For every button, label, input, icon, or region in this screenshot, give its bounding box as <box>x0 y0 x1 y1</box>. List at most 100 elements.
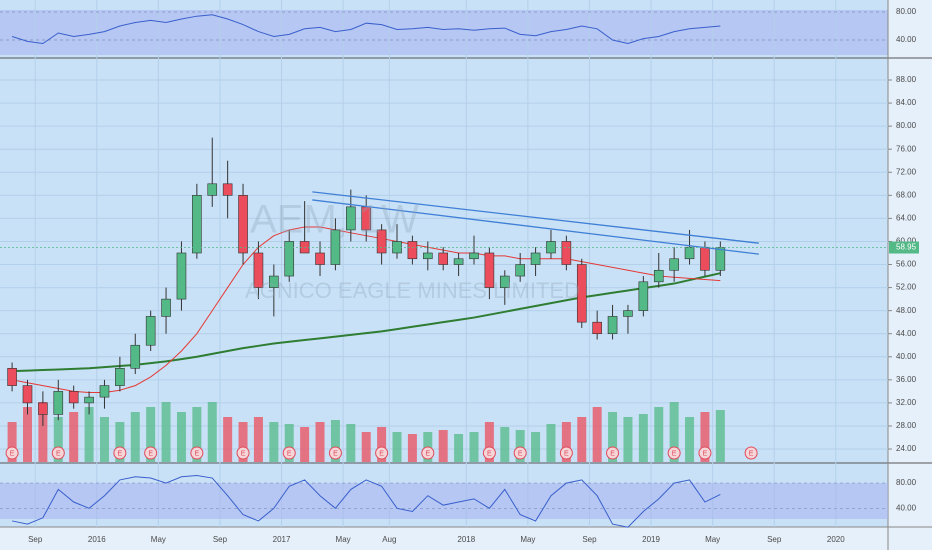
earnings-label: E <box>333 450 338 457</box>
volume-bar <box>330 420 340 462</box>
y-tick-label: 32.00 <box>896 398 917 407</box>
earnings-label: E <box>118 450 123 457</box>
earnings-marker <box>667 446 681 460</box>
earnings-label: E <box>195 450 200 457</box>
volume-bar <box>161 402 171 462</box>
candle-body <box>530 252 541 265</box>
candle-body <box>700 246 710 271</box>
earnings-marker <box>698 446 712 460</box>
volume-bar <box>300 427 310 462</box>
rsi-line <box>11 14 721 45</box>
earnings-marker <box>282 446 296 460</box>
volume-bar <box>392 432 402 462</box>
volume-bar <box>669 402 679 462</box>
earnings-label: E <box>749 450 754 457</box>
x-tick-label: May <box>336 535 351 544</box>
y-tick-label: 64.00 <box>896 213 917 222</box>
y-tick-label: 36.00 <box>896 375 917 384</box>
earnings-marker <box>482 446 496 460</box>
volume-bar <box>623 417 633 462</box>
candle-body <box>715 247 726 271</box>
volume-bar <box>469 432 479 462</box>
candle-body <box>653 269 664 283</box>
x-tick-label: 2018 <box>457 535 475 544</box>
y-tick-label: 52.00 <box>896 283 917 292</box>
moving-average <box>12 272 721 373</box>
candle-body <box>499 275 510 288</box>
candle-body <box>269 275 279 288</box>
rsi-tick-label: 80.00 <box>896 7 917 16</box>
candle-body <box>161 298 171 317</box>
earnings-marker <box>421 446 435 460</box>
y-tick-label: 28.00 <box>896 421 917 430</box>
earnings-label: E <box>487 450 492 457</box>
earnings-marker <box>744 446 758 460</box>
volume-bar <box>638 414 648 462</box>
volume-bar <box>577 417 587 462</box>
earnings-marker <box>190 446 204 460</box>
watermark-symbol: AEM, 1W <box>250 198 419 242</box>
candle-body <box>84 396 94 404</box>
earnings-marker <box>236 446 250 460</box>
rsi-band <box>0 10 888 55</box>
candle-body <box>438 252 448 265</box>
rsi-tick-label: 40.00 <box>896 35 917 44</box>
candle-body <box>684 246 695 260</box>
candle-body <box>346 206 356 231</box>
candle-body <box>284 241 295 277</box>
volume-bar <box>561 422 571 462</box>
candle-body <box>469 252 479 260</box>
earnings-label: E <box>703 450 708 457</box>
earnings-marker <box>328 446 342 460</box>
candle-body <box>222 183 233 196</box>
volume-bar <box>192 407 202 462</box>
volume-bar <box>253 417 263 462</box>
time-axis-background <box>0 527 888 550</box>
volume-bar <box>438 430 448 462</box>
x-tick-label: May <box>520 535 535 544</box>
earnings-label: E <box>564 450 569 457</box>
volume-bar <box>69 412 79 462</box>
candle-body <box>192 195 202 254</box>
volume-bar <box>115 422 125 462</box>
volume-bar <box>407 434 417 462</box>
trendline <box>312 191 759 244</box>
candle-body <box>330 229 341 265</box>
stoch-line <box>11 475 721 528</box>
y-tick-label: 56.00 <box>896 260 917 269</box>
x-tick-label: Sep <box>582 535 597 544</box>
volume-bar <box>176 412 186 462</box>
candle-body <box>607 316 618 335</box>
volume-bar <box>608 412 618 462</box>
earnings-marker <box>606 446 620 460</box>
x-tick-label: 2020 <box>827 535 845 544</box>
candle-body <box>145 316 156 346</box>
x-tick-label: 2016 <box>88 535 106 544</box>
volume-bar <box>500 427 510 462</box>
x-tick-label: May <box>705 535 720 544</box>
candle-body <box>22 385 33 404</box>
volume-bar <box>654 407 664 462</box>
volume-bar <box>361 432 371 462</box>
candle-body <box>576 264 587 323</box>
candle-body <box>7 368 17 386</box>
volume-bar <box>38 402 48 462</box>
volume-bar <box>99 417 109 462</box>
y-tick-label: 80.00 <box>896 121 917 130</box>
volume-bar <box>715 410 725 462</box>
volume-bar <box>700 412 710 462</box>
volume-bar <box>531 432 541 462</box>
candle-body <box>253 252 264 288</box>
earnings-label: E <box>10 450 15 457</box>
earnings-label: E <box>56 450 61 457</box>
earnings-label: E <box>379 450 384 457</box>
volume-bar <box>238 422 248 462</box>
volume-bar <box>685 417 695 462</box>
x-tick-label: Sep <box>213 535 228 544</box>
earnings-marker <box>5 446 19 460</box>
candle-body <box>515 264 525 277</box>
volume-bar <box>207 402 217 462</box>
candle-body <box>638 281 649 311</box>
candle-body <box>669 258 679 271</box>
